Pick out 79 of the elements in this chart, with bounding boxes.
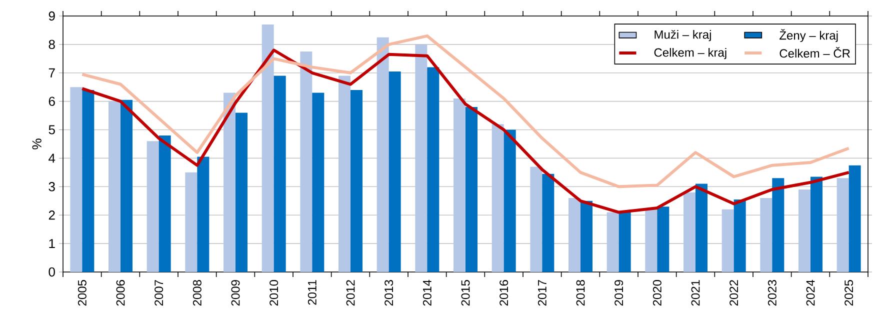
bar bbox=[684, 192, 696, 272]
bar bbox=[568, 198, 580, 272]
x-tick-label: 2006 bbox=[116, 280, 125, 306]
x-tick-label: 2010 bbox=[270, 280, 278, 306]
y-tick-label: 0 bbox=[48, 267, 55, 277]
x-tick-label: 2024 bbox=[806, 280, 815, 306]
bar bbox=[312, 92, 324, 272]
x-tick-label: 2016 bbox=[500, 280, 508, 306]
line-series bbox=[80, 48, 850, 214]
bar bbox=[146, 141, 159, 272]
bar bbox=[388, 71, 401, 272]
bar bbox=[772, 178, 784, 272]
y-tick-label: 8 bbox=[48, 40, 55, 50]
bar bbox=[760, 198, 772, 272]
legend-label: Celkem – ČR bbox=[780, 47, 850, 58]
bar bbox=[185, 172, 198, 272]
bar bbox=[696, 184, 708, 272]
y-tick-label: 4 bbox=[48, 154, 56, 163]
x-tick-label: 2008 bbox=[192, 280, 202, 306]
x-tick-label: 2009 bbox=[231, 280, 240, 306]
y-tick-label: 7 bbox=[48, 68, 55, 78]
bar bbox=[504, 130, 516, 272]
bar bbox=[466, 107, 478, 272]
legend-label: Muži – kraj bbox=[654, 30, 711, 42]
bar bbox=[798, 190, 810, 272]
bar bbox=[542, 174, 554, 272]
bar bbox=[454, 98, 466, 272]
bar bbox=[376, 37, 389, 272]
bar bbox=[836, 178, 849, 272]
bar bbox=[530, 166, 542, 272]
x-tick-label: 2012 bbox=[346, 280, 355, 306]
bar bbox=[224, 92, 236, 272]
y-tick-label: 3 bbox=[48, 182, 55, 192]
bar bbox=[300, 52, 312, 272]
bar bbox=[262, 24, 274, 272]
bar bbox=[108, 101, 121, 272]
bar bbox=[722, 209, 734, 272]
legend-label: Celkem – kraj bbox=[654, 48, 726, 60]
y-tick-label: 5 bbox=[48, 125, 55, 134]
x-tick-label: 2023 bbox=[768, 280, 776, 306]
y-tick-label: 1 bbox=[49, 239, 55, 248]
x-tick-label: 2013 bbox=[384, 280, 394, 306]
x-tick-label: 2019 bbox=[614, 280, 624, 306]
bar bbox=[236, 112, 248, 272]
bar bbox=[350, 90, 363, 272]
x-tick-label: 2017 bbox=[538, 280, 546, 306]
bar bbox=[618, 212, 631, 272]
bar bbox=[645, 209, 658, 272]
x-tick-label: 2018 bbox=[576, 280, 585, 306]
bar bbox=[197, 156, 210, 272]
y-tick-label: 6 bbox=[48, 96, 55, 106]
bar bbox=[810, 176, 822, 272]
y-axis-title: % bbox=[32, 138, 42, 150]
y-tick-label: 2 bbox=[48, 210, 55, 220]
bar bbox=[848, 165, 861, 272]
x-tick-label: 2021 bbox=[691, 280, 700, 306]
x-tick-label: 2014 bbox=[422, 280, 432, 306]
bar bbox=[158, 135, 171, 272]
bar bbox=[580, 200, 592, 272]
x-tick-label: 2020 bbox=[652, 280, 662, 306]
bar bbox=[734, 199, 746, 272]
x-tick-label: 2025 bbox=[844, 280, 854, 306]
x-tick-label: 2005 bbox=[78, 280, 86, 306]
bar bbox=[492, 124, 504, 272]
x-tick-label: 2022 bbox=[730, 280, 738, 306]
bar bbox=[70, 87, 82, 272]
bar bbox=[606, 212, 619, 272]
bar bbox=[82, 90, 94, 272]
bar bbox=[427, 67, 440, 272]
legend-label: Ženy – kraj bbox=[780, 29, 838, 42]
bar bbox=[415, 44, 428, 272]
x-tick-label: 2011 bbox=[308, 280, 316, 305]
x-tick-label: 2007 bbox=[154, 280, 164, 306]
y-tick-label: 9 bbox=[48, 11, 55, 21]
bar bbox=[657, 206, 670, 272]
x-tick-label: 2015 bbox=[461, 280, 470, 306]
bar bbox=[338, 76, 351, 272]
bar bbox=[274, 76, 286, 272]
bar bbox=[120, 100, 133, 272]
